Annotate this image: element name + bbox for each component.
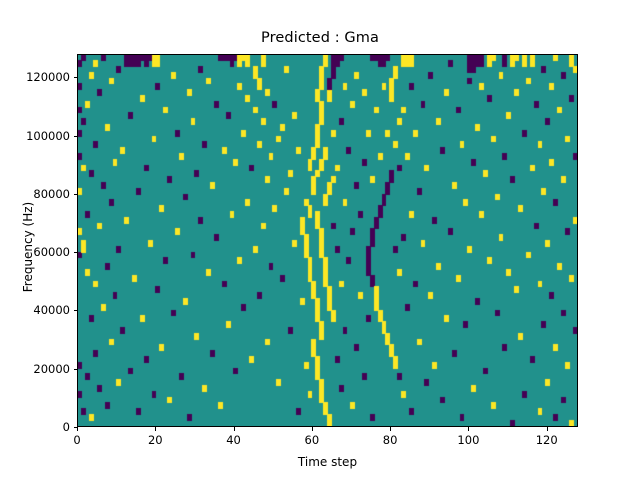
x-tick-mark [155,427,157,431]
y-tick-mark [73,135,77,137]
x-tick-mark [390,427,392,431]
y-tick-label: 0 [62,420,70,434]
x-axis-label: Time step [297,455,358,469]
y-tick-label: 40000 [33,303,70,318]
y-tick-mark [73,77,77,79]
x-tick-label: 120 [535,433,558,447]
x-tick-mark [468,427,470,431]
x-tick-label: 60 [304,433,320,447]
x-tick-mark [546,427,548,431]
x-tick-label: 80 [382,433,398,447]
heatmap-image [78,55,577,426]
chart-title: Predicted : Gma [261,30,379,46]
y-tick-label: 100000 [26,128,70,143]
y-tick-mark [73,193,77,195]
x-tick-label: 100 [457,433,480,447]
y-tick-label: 20000 [33,361,70,376]
x-tick-label: 0 [73,433,81,447]
x-tick-mark [77,427,78,431]
y-tick-mark [73,368,77,370]
y-tick-mark [73,252,77,254]
x-tick-label: 20 [147,433,163,447]
y-tick-mark [73,310,77,312]
y-tick-label: 60000 [33,245,70,260]
x-tick-label: 40 [226,433,241,447]
x-tick-mark [233,427,235,431]
y-tick-mark [73,427,77,428]
x-tick-mark [311,427,313,431]
y-axis-label: Frequency (Hz) [21,201,35,293]
y-tick-label: 80000 [33,186,70,201]
plot-axes [77,54,578,427]
y-tick-label: 120000 [26,70,70,85]
